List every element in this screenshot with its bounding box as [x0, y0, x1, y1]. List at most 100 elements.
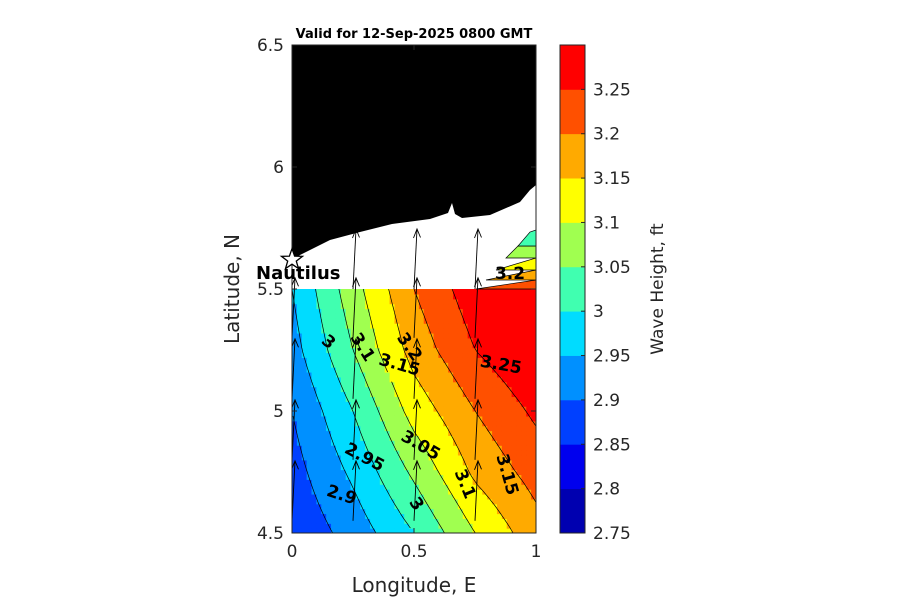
- field-cell: [501, 357, 508, 363]
- field-cell: [409, 303, 415, 310]
- field-cell: [311, 396, 317, 402]
- field-cell: [321, 479, 327, 485]
- field-cell: [467, 328, 474, 334]
- field-cell: [384, 386, 391, 393]
- field-cell: [296, 293, 303, 300]
- field-cell: [467, 396, 474, 402]
- contour-line: [338, 288, 445, 533]
- field-cell: [335, 386, 342, 393]
- field-cell: [365, 406, 371, 412]
- field-cell: [516, 484, 522, 490]
- field-cell: [355, 445, 361, 451]
- field-cell: [355, 352, 361, 358]
- field-cell: [487, 337, 493, 344]
- field-cell: [462, 425, 469, 432]
- field-cell: [482, 362, 488, 368]
- field-cell: [370, 464, 376, 471]
- field-cell: [506, 528, 513, 533]
- field-cell: [428, 498, 435, 505]
- field-cell: [443, 323, 449, 329]
- field-cell: [443, 342, 449, 349]
- field-cell: [448, 484, 454, 490]
- field-cell: [526, 347, 532, 354]
- field-cell: [370, 469, 376, 476]
- field-cell: [365, 328, 371, 334]
- field-cell: [492, 332, 498, 339]
- field-cell: [345, 479, 352, 485]
- field-cell: [428, 371, 435, 378]
- field-cell: [482, 401, 488, 407]
- field-cell: [296, 396, 303, 402]
- field-cell: [335, 430, 342, 436]
- field-cell: [306, 289, 313, 295]
- field-cell: [433, 454, 439, 461]
- field-cell: [384, 528, 391, 533]
- field-cell: [477, 450, 483, 456]
- field-cell: [423, 328, 430, 334]
- field-cell: [457, 528, 464, 533]
- field-cell: [477, 323, 483, 329]
- field-cell: [345, 401, 352, 407]
- field-cell: [472, 352, 479, 358]
- field-cell: [326, 289, 332, 295]
- field-cell: [360, 328, 366, 334]
- field-cell: [443, 381, 449, 388]
- field-cell: [506, 474, 513, 480]
- field-cell: [472, 435, 479, 441]
- field-cell: [370, 401, 376, 407]
- field-cell: [394, 469, 400, 476]
- field-cell: [516, 523, 522, 529]
- field-cell: [326, 459, 332, 466]
- field-cell: [418, 469, 425, 476]
- field-cell: [487, 318, 493, 324]
- field-cell: [404, 303, 410, 310]
- field-cell: [335, 362, 342, 368]
- field-cell: [506, 406, 513, 412]
- field-cell: [409, 420, 415, 427]
- field-cell: [438, 328, 444, 334]
- field-cell: [306, 445, 313, 451]
- field-cell: [487, 454, 493, 461]
- wave-arrow: [352, 337, 360, 399]
- field-cell: [321, 313, 327, 319]
- field-cell: [462, 454, 469, 461]
- field-cell: [355, 289, 361, 295]
- field-cell: [301, 454, 308, 461]
- field-cell: [379, 440, 386, 446]
- colorbar-tick-label: 3.2: [593, 125, 620, 145]
- colorbar-tick-label: 3.1: [593, 213, 620, 233]
- field-cell: [448, 513, 454, 519]
- field-cell: [467, 357, 474, 363]
- field-cell: [516, 323, 522, 329]
- field-cell: [394, 396, 400, 402]
- field-cell: [365, 513, 371, 519]
- field-cell: [360, 342, 366, 349]
- field-cell: [428, 323, 435, 329]
- field-cell: [316, 323, 322, 329]
- field-cell: [443, 357, 449, 363]
- field-cell: [394, 415, 400, 422]
- field-cell: [467, 303, 474, 310]
- field-cell: [296, 391, 303, 397]
- field-cell: [501, 445, 508, 451]
- field-cell: [345, 313, 352, 319]
- field-cell: [521, 362, 527, 368]
- field-cell: [467, 440, 474, 446]
- field-cell: [365, 332, 371, 339]
- field-cell: [501, 308, 508, 314]
- field-cell: [438, 425, 444, 432]
- field-cell: [301, 518, 308, 524]
- field-cell: [462, 298, 469, 305]
- field-cell: [335, 328, 342, 334]
- field-cell: [331, 406, 337, 412]
- field-cell: [379, 352, 386, 358]
- field-cell: [521, 308, 527, 314]
- field-cell: [374, 391, 381, 397]
- field-cell: [526, 376, 532, 383]
- field-cell: [526, 474, 532, 480]
- field-cell: [370, 489, 376, 495]
- field-cell: [331, 484, 337, 490]
- wave-arrow: [352, 398, 360, 460]
- field-cell: [492, 474, 498, 480]
- field-cell: [306, 323, 313, 329]
